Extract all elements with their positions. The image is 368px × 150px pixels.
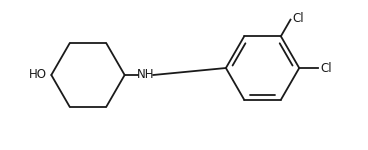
- Text: Cl: Cl: [320, 61, 332, 75]
- Text: NH: NH: [137, 69, 154, 81]
- Text: Cl: Cl: [292, 12, 304, 26]
- Text: HO: HO: [29, 69, 47, 81]
